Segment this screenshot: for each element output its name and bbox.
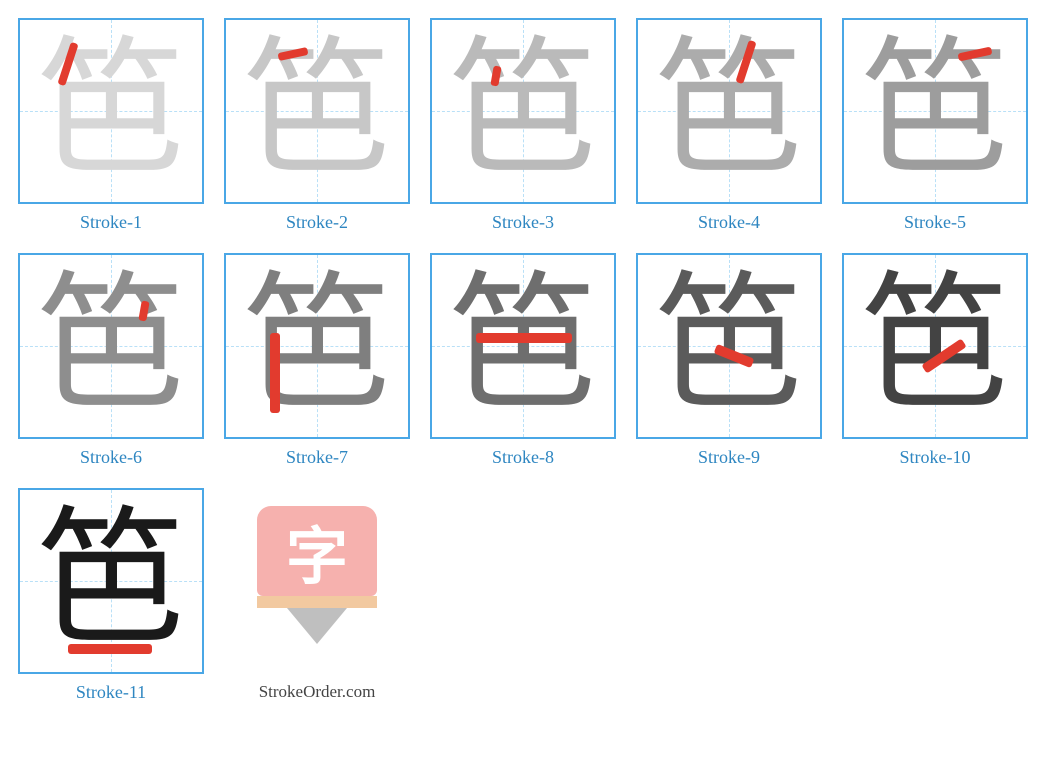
stroke-cell: 笆笆 Stroke-6 [18,253,204,468]
stroke-tile: 笆笆 [430,18,616,204]
stroke-tile: 笆笆 [842,18,1028,204]
stroke-cell: 笆笆 Stroke-8 [430,253,616,468]
logo-tip [287,608,347,644]
glyph-stack: 笆笆 [20,255,202,437]
stroke-tile: 笆笆 [18,253,204,439]
stroke-label: Stroke-8 [492,447,554,468]
done-char: 笆 [226,255,408,437]
stroke-tile: 笆笆 [636,253,822,439]
stroke-label: Stroke-10 [900,447,971,468]
logo-band [257,596,377,608]
stroke-label: Stroke-11 [76,682,146,703]
stroke-cell: 笆笆 Stroke-1 [18,18,204,233]
glyph-stack: 笆笆 [20,20,202,202]
glyph-stack: 笆笆 [432,255,614,437]
stroke-cell: 笆笆 Stroke-11 [18,488,204,703]
stroke-tile: 笆笆 [224,18,410,204]
glyph-stack: 笆笆 [638,255,820,437]
stroke-tile: 笆笆 [430,253,616,439]
stroke-tile: 笆笆 [636,18,822,204]
glyph-stack: 笆笆 [844,20,1026,202]
done-char: 笆 [20,255,202,437]
glyph-stack: 笆笆 [844,255,1026,437]
brand-label: StrokeOrder.com [259,682,376,702]
pencil-icon: 字 [257,506,377,656]
stroke-label: Stroke-7 [286,447,348,468]
done-char: 笆 [432,20,614,202]
stroke-cell: 笆笆 Stroke-7 [224,253,410,468]
active-stroke-mark [68,644,152,654]
stroke-label: Stroke-6 [80,447,142,468]
stroke-cell: 笆笆 Stroke-3 [430,18,616,233]
stroke-tile: 笆笆 [224,253,410,439]
glyph-stack: 笆笆 [638,20,820,202]
stroke-label: Stroke-4 [698,212,760,233]
stroke-label: Stroke-5 [904,212,966,233]
stroke-cell: 笆笆 Stroke-5 [842,18,1028,233]
stroke-label: Stroke-3 [492,212,554,233]
active-stroke-mark [476,333,572,343]
glyph-stack: 笆笆 [226,20,408,202]
stroke-label: Stroke-2 [286,212,348,233]
stroke-label: Stroke-9 [698,447,760,468]
glyph-stack: 笆笆 [20,490,202,672]
stroke-tile: 笆笆 [18,18,204,204]
stroke-cell: 笆笆 Stroke-4 [636,18,822,233]
stroke-grid: 笆笆Stroke-1笆笆Stroke-2笆笆Stroke-3笆笆Stroke-4… [18,18,1032,703]
glyph-stack: 笆笆 [432,20,614,202]
stroke-cell: 笆笆 Stroke-2 [224,18,410,233]
logo-char: 字 [257,506,377,596]
done-char: 笆 [638,20,820,202]
done-char: 笆 [432,255,614,437]
active-stroke-mark [270,333,280,413]
stroke-cell: 笆笆 Stroke-10 [842,253,1028,468]
done-char: 笆 [226,20,408,202]
stroke-label: Stroke-1 [80,212,142,233]
brand-logo: 字 [224,488,410,674]
stroke-tile: 笆笆 [18,488,204,674]
done-char: 笆 [638,255,820,437]
brand-cell: 字 StrokeOrder.com [224,488,410,703]
done-char: 笆 [844,255,1026,437]
done-char: 笆 [844,20,1026,202]
stroke-tile: 笆笆 [842,253,1028,439]
stroke-cell: 笆笆 Stroke-9 [636,253,822,468]
glyph-stack: 笆笆 [226,255,408,437]
